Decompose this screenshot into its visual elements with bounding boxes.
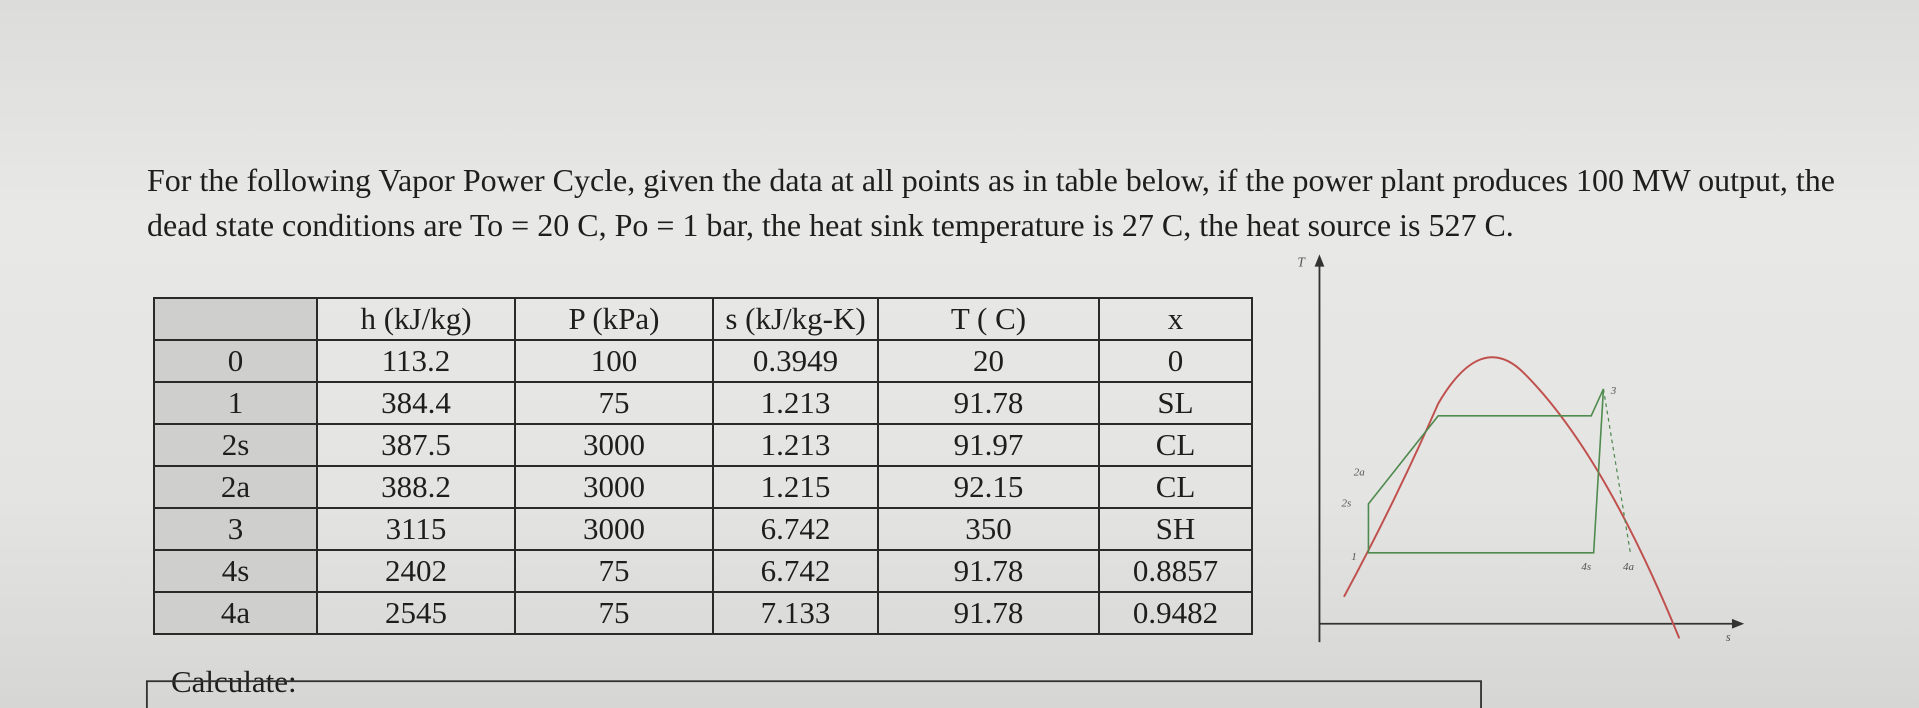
header-cell: P (kPa) (514, 297, 714, 341)
value-cell: 91.97 (877, 423, 1100, 467)
value-cell: 2545 (316, 591, 516, 635)
value-cell: 388.2 (316, 465, 516, 509)
corner-cell (153, 297, 318, 341)
table-row: 4s 2402 75 6.742 91.78 0.8857 (153, 549, 1253, 593)
value-cell: 113.2 (316, 339, 516, 383)
header-cell: T ( C) (877, 297, 1100, 341)
value-cell: 3000 (514, 465, 714, 509)
value-cell: 3000 (514, 423, 714, 467)
state-cell: 4s (153, 549, 318, 593)
state-table: h (kJ/kg) P (kPa) s (kJ/kg-K) T ( C) x 0… (153, 297, 1253, 635)
value-cell: 6.742 (712, 549, 879, 593)
state-cell: 2a (153, 465, 318, 509)
value-cell: CL (1098, 465, 1253, 509)
state-cell: 3 (153, 507, 318, 551)
axis-label: T (1297, 255, 1306, 270)
value-cell: 384.4 (316, 381, 516, 425)
state-cell: 0 (153, 339, 318, 383)
value-cell: 75 (514, 549, 714, 593)
arrow (1731, 618, 1745, 629)
table-row: 4a 2545 75 7.133 91.78 0.9482 (153, 591, 1253, 635)
actual-expansion (1602, 388, 1631, 553)
value-cell: 350 (877, 507, 1100, 551)
value-cell: 6.742 (712, 507, 879, 551)
table-body: 0 113.2 100 0.3949 20 0 1 384.4 75 1.213 91.78 SL 2s… (153, 339, 1253, 635)
axis-label: s (1726, 630, 1731, 644)
question-text: For the following Vapor Power Cycle, giv… (147, 162, 1835, 243)
answer-box (145, 680, 1482, 708)
point-label: 2s (1342, 497, 1352, 509)
value-cell: 91.78 (877, 549, 1100, 593)
value-cell: CL (1098, 423, 1253, 467)
arrow (1314, 254, 1325, 267)
header-cell: x (1098, 297, 1253, 341)
value-cell: 387.5 (316, 423, 516, 467)
table-row: 0 113.2 100 0.3949 20 0 (153, 339, 1253, 383)
value-cell: 75 (514, 381, 714, 425)
value-cell: 20 (877, 339, 1100, 383)
state-cell: 1 (153, 381, 318, 425)
value-cell: SH (1098, 507, 1253, 551)
state-cell: 4a (153, 591, 318, 635)
value-cell: 2402 (316, 549, 516, 593)
table-row: 3 3115 3000 6.742 350 SH (153, 507, 1253, 551)
value-cell: 1.215 (712, 465, 879, 509)
point-label: 1 (1351, 551, 1357, 563)
value-cell: 0.3949 (712, 339, 879, 383)
header-cell: h (kJ/kg) (316, 297, 516, 341)
point-label: 3 (1610, 385, 1617, 397)
value-cell: 1.213 (712, 423, 879, 467)
header-cell: s (kJ/kg-K) (712, 297, 879, 341)
saturation-dome (1343, 356, 1681, 639)
header-row: h (kJ/kg) P (kPa) s (kJ/kg-K) T ( C) x (153, 297, 1253, 341)
value-cell: 1.213 (712, 381, 879, 425)
value-cell: 0 (1098, 339, 1253, 383)
value-cell: 0.9482 (1098, 591, 1253, 635)
value-cell: 7.133 (712, 591, 879, 635)
cycle-path (1367, 388, 1605, 554)
state-cell: 2s (153, 423, 318, 467)
value-cell: 91.78 (877, 591, 1100, 635)
table-row: 2s 387.5 3000 1.213 91.97 CL (153, 423, 1253, 467)
value-cell: SL (1098, 381, 1253, 425)
point-label: 2a (1354, 467, 1366, 479)
point-label: 4s (1581, 561, 1591, 573)
value-cell: 75 (514, 591, 714, 635)
value-cell: 91.78 (877, 381, 1100, 425)
value-cell: 92.15 (877, 465, 1100, 509)
value-cell: 3000 (514, 507, 714, 551)
table-row: 1 384.4 75 1.213 91.78 SL (153, 381, 1253, 425)
table-row: 2a 388.2 3000 1.215 92.15 CL (153, 465, 1253, 509)
value-cell: 0.8857 (1098, 549, 1253, 593)
point-label: 4a (1623, 561, 1635, 573)
value-cell: 3115 (316, 507, 516, 551)
value-cell: 100 (514, 339, 714, 383)
